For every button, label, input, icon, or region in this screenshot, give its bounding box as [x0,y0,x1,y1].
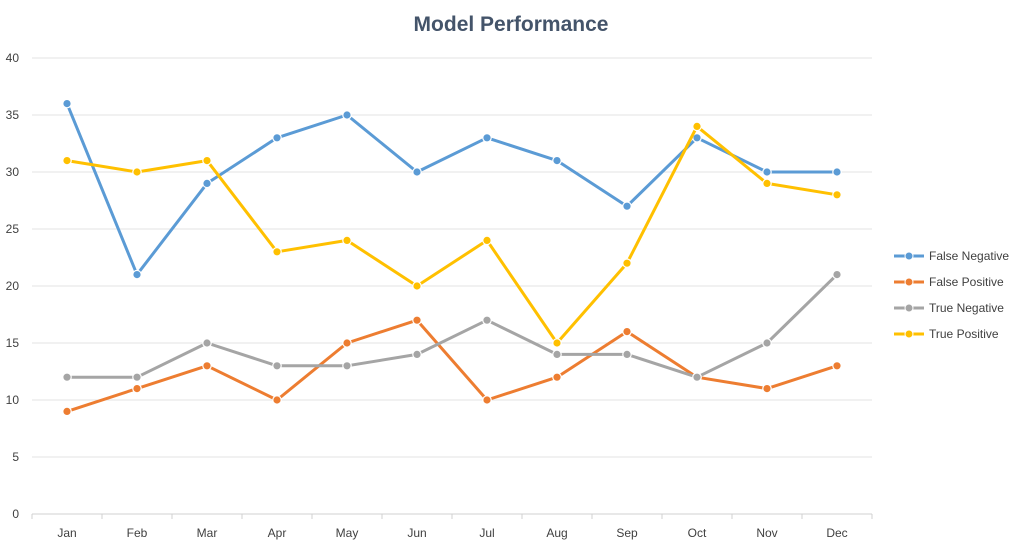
data-point-true-negative [412,349,422,360]
legend-swatch-marker [904,277,914,287]
data-point-false-negative [412,167,422,177]
data-point-true-positive [132,167,142,177]
data-point-true-positive [692,121,702,132]
data-point-false-negative [202,178,212,189]
series-line-true-negative [65,273,839,379]
data-point-true-positive [202,155,212,166]
data-point-true-positive [552,338,562,348]
x-tick-label: Apr [268,526,287,540]
legend-swatch-marker [904,303,914,313]
legend-label-false-negative: False Negative [929,249,1009,263]
y-tick-label: 40 [6,51,20,65]
data-point-true-negative [272,360,282,371]
data-point-false-positive [622,326,632,337]
legend-swatch-marker [904,251,914,261]
data-point-true-positive [272,247,282,257]
y-tick-label: 15 [6,336,20,350]
data-point-false-positive [412,315,422,325]
axes: 0 5 10 15 20 25 30 35 40 Jan Feb Mar Apr May Jun Jul Aug… [6,51,873,540]
data-point-true-positive [342,235,352,246]
data-point-false-negative [622,201,632,211]
x-tick-label: Jul [479,526,494,540]
data-point-true-negative [622,349,632,360]
legend: False Negative False Positive True Negativ… [894,249,1009,341]
data-point-false-negative [762,167,772,177]
x-tick-label: Feb [127,526,148,540]
x-tick-label: Oct [688,526,707,540]
x-tick-label: Aug [546,526,567,540]
series-layer [62,98,842,417]
x-tick-label: Jun [407,526,426,540]
x-tick-label: Dec [826,526,847,540]
y-tick-label: 25 [6,222,20,236]
data-point-false-positive [832,360,842,371]
y-tick-label: 5 [12,450,19,464]
data-point-false-negative [482,133,492,143]
x-tick-label: May [336,526,359,540]
data-point-false-positive [552,372,562,382]
data-point-true-negative [342,360,352,371]
data-point-false-positive [132,383,142,394]
data-point-false-negative [62,98,72,109]
series-line-false-positive [65,318,839,413]
y-tick-label: 0 [12,507,19,521]
data-point-true-positive [762,178,772,189]
series-line-true-positive [65,124,839,345]
data-point-false-positive [482,395,492,405]
data-point-false-negative [832,167,842,177]
chart-title: Model Performance [414,13,609,36]
data-point-true-positive [482,235,492,246]
data-point-false-positive [272,395,282,405]
x-tick-label: Sep [616,526,638,540]
y-tick-label: 20 [6,279,20,293]
data-point-false-negative [272,133,282,143]
y-tick-label: 10 [6,393,20,407]
data-point-true-negative [202,338,212,348]
series-line-false-negative [65,102,839,277]
data-point-true-negative [132,372,142,382]
data-point-true-negative [762,338,772,348]
data-point-true-positive [832,190,842,200]
data-point-false-positive [342,338,352,348]
x-tick-label: Nov [756,526,777,540]
y-tick-label: 35 [6,108,20,122]
data-point-true-negative [62,372,72,382]
data-point-true-negative [832,269,842,280]
data-point-true-negative [692,372,702,382]
data-point-true-negative [552,349,562,360]
data-point-false-positive [62,406,72,417]
y-tick-label: 30 [6,165,20,179]
data-point-true-negative [482,315,492,325]
gridlines [32,57,872,458]
data-point-true-positive [622,258,632,268]
data-point-false-negative [342,110,352,120]
legend-swatch-marker [904,329,914,339]
data-point-false-negative [552,155,562,166]
legend-label-true-negative: True Negative [929,301,1004,315]
data-point-true-positive [412,281,422,291]
data-point-false-negative [132,269,142,280]
x-tick-label: Jan [57,526,76,540]
data-point-true-positive [62,155,72,166]
data-point-false-positive [762,383,772,394]
legend-label-true-positive: True Positive [929,327,999,341]
legend-label-false-positive: False Positive [929,275,1004,289]
data-point-false-positive [202,360,212,371]
x-tick-label: Mar [197,526,218,540]
